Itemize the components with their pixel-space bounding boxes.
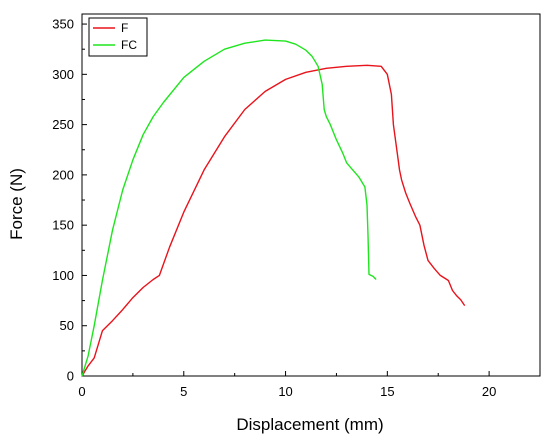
series-lines — [81, 39, 466, 377]
y-tick-label: 300 — [52, 67, 74, 82]
legend: F FC — [88, 17, 148, 57]
y-tick-label: 50 — [60, 318, 74, 333]
y-tick-label: 150 — [52, 218, 74, 233]
x-axis-title: Displacement (mm) — [236, 415, 383, 434]
y-tick-label: 0 — [67, 369, 74, 384]
x-tick-label: 10 — [278, 384, 292, 399]
x-tick-label: 5 — [180, 384, 187, 399]
x-tick-label: 20 — [482, 384, 496, 399]
x-axis-ticks: 0 5 10 15 20 — [78, 371, 496, 399]
x-tick-label: 15 — [380, 384, 394, 399]
x-tick-label: 0 — [78, 384, 85, 399]
series-line-f — [81, 64, 466, 377]
plot-frame — [81, 13, 541, 377]
y-axis-title: Force (N) — [7, 168, 26, 240]
legend-label-fc: FC — [121, 38, 137, 52]
y-axis-ticks: 0 50 100 150 200 250 300 350 — [52, 17, 87, 384]
series-line-fc — [81, 39, 377, 377]
y-tick-label: 350 — [52, 17, 74, 32]
y-tick-label: 250 — [52, 117, 74, 132]
plot-border — [81, 13, 541, 377]
legend-label-f: F — [121, 21, 128, 35]
y-tick-label: 100 — [52, 268, 74, 283]
legend-box — [88, 17, 148, 57]
y-tick-label: 200 — [52, 167, 74, 182]
